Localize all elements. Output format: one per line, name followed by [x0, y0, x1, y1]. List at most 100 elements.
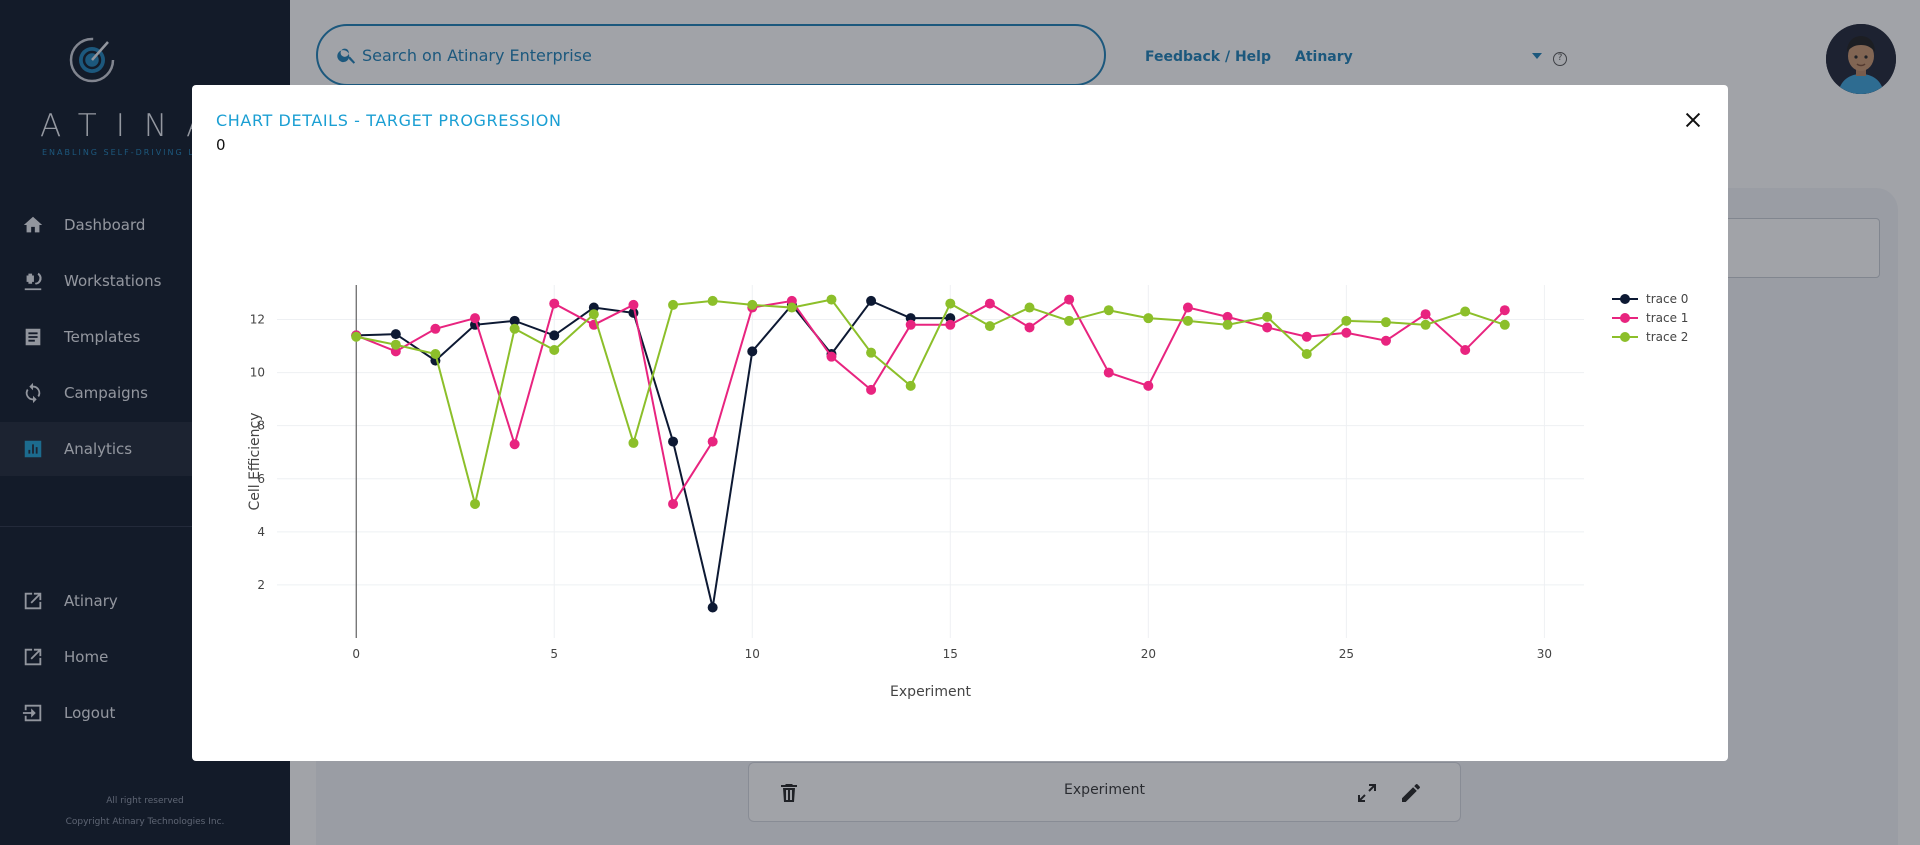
y-tick-label: 12: [250, 313, 265, 327]
data-point: [1182, 315, 1193, 326]
bar-chart-icon: [22, 438, 44, 460]
data-point: [1064, 294, 1075, 305]
data-point: [707, 295, 718, 306]
legend-marker: [1620, 313, 1630, 323]
data-point: [628, 437, 639, 448]
data-point: [1064, 315, 1075, 326]
data-point: [905, 380, 916, 391]
sidebar-item-home[interactable]: Home: [0, 630, 290, 684]
sidebar-item-atinary[interactable]: Atinary: [0, 574, 290, 628]
data-point: [945, 298, 956, 309]
x-tick-label: 25: [1339, 647, 1354, 661]
x-tick-label: 5: [550, 647, 558, 661]
data-point: [549, 345, 560, 356]
close-icon[interactable]: [1682, 109, 1704, 131]
data-point: [1460, 345, 1471, 356]
data-point: [628, 299, 639, 310]
search-icon: [337, 48, 356, 64]
data-point: [1222, 319, 1233, 330]
data-point: [509, 315, 520, 326]
external-link-icon: [22, 590, 44, 612]
refresh-icon: [22, 382, 44, 404]
brand-tagline: ENABLING SELF-DRIVING LABS: [42, 148, 217, 157]
data-point: [430, 349, 441, 360]
data-point: [747, 346, 758, 357]
avatar[interactable]: [1826, 24, 1896, 94]
legend-marker: [1620, 294, 1630, 304]
experiment-card: Experiment: [748, 762, 1461, 822]
sidebar-item-campaigns[interactable]: Campaigns: [0, 366, 290, 420]
x-axis-label: Experiment: [890, 684, 971, 700]
help-icon[interactable]: ?: [1553, 52, 1567, 66]
sidebar-divider: [0, 526, 290, 527]
sidebar-item-logout[interactable]: Logout: [0, 686, 290, 740]
chevron-down-icon[interactable]: [1532, 53, 1542, 59]
edit-icon[interactable]: [1399, 781, 1423, 805]
org-selector[interactable]: Atinary: [1295, 49, 1353, 65]
data-point: [1301, 349, 1312, 360]
data-point: [1182, 302, 1193, 313]
data-point: [1341, 315, 1352, 326]
sidebar-item-label: Templates: [64, 328, 141, 346]
data-point: [1143, 380, 1154, 391]
microscope-icon: [22, 270, 44, 292]
data-point: [984, 321, 995, 332]
x-tick-label: 20: [1141, 647, 1156, 661]
brand-wordmark: ATINA: [40, 108, 227, 144]
sidebar-item-label: Atinary: [64, 592, 118, 610]
data-point: [707, 436, 718, 447]
legend-label: trace 1: [1646, 311, 1688, 325]
data-point: [1262, 322, 1273, 333]
home-icon: [22, 214, 44, 236]
data-point: [509, 439, 520, 450]
sidebar-item-templates[interactable]: Templates: [0, 310, 290, 364]
series-line: [356, 299, 951, 608]
legend-label: trace 0: [1646, 292, 1688, 306]
trash-icon[interactable]: [777, 781, 801, 805]
data-point: [549, 298, 560, 309]
y-axis-label: Cell Efficiency: [247, 412, 263, 510]
data-point: [1262, 311, 1273, 322]
target-progression-chart: 0 5 10 15 20 25 30 2 4 6 8 10 12 Experiment Cell Effic…: [247, 285, 1688, 700]
y-tick-label: 2: [257, 578, 265, 592]
chart-details-modal: 0 5 10 15 20 25 30 2 4 6 8 10 12 Experiment Cell Effic…: [192, 85, 1728, 761]
data-point: [390, 329, 401, 340]
sidebar-item-dashboard[interactable]: Dashboard: [0, 198, 290, 252]
data-point: [984, 298, 995, 309]
series-line: [356, 298, 1506, 505]
data-point: [866, 347, 877, 358]
logout-icon: [22, 702, 44, 724]
data-point: [866, 384, 877, 395]
data-point: [1024, 302, 1035, 313]
y-tick-label: 10: [250, 366, 265, 380]
data-point: [509, 323, 520, 334]
sidebar-item-label: Analytics: [64, 440, 133, 458]
y-tick-label: 8: [257, 419, 265, 433]
data-point: [1103, 367, 1114, 378]
sidebar-item-label: Campaigns: [64, 384, 149, 402]
data-point: [1024, 322, 1035, 333]
data-point: [826, 294, 837, 305]
sidebar-item-label: Home: [64, 648, 109, 666]
x-tick-label: 15: [943, 647, 958, 661]
feedback-help-link[interactable]: Feedback / Help: [1145, 49, 1271, 65]
data-point: [430, 323, 441, 334]
expand-icon[interactable]: [1355, 781, 1379, 805]
data-point: [668, 299, 679, 310]
data-point: [549, 330, 560, 341]
x-tick-label: 30: [1537, 647, 1552, 661]
sidebar-item-label: Dashboard: [64, 216, 146, 234]
sidebar-item-workstations[interactable]: Workstations: [0, 254, 290, 308]
data-point: [470, 313, 481, 324]
data-point: [668, 436, 679, 447]
footer-copyright: Copyright Atinary Technologies Inc.: [65, 817, 225, 827]
atina-logo-icon: [64, 30, 120, 90]
data-point: [351, 331, 362, 342]
data-point: [826, 351, 837, 362]
data-point: [1301, 331, 1312, 342]
y-tick-label: 6: [257, 472, 265, 486]
data-point: [1460, 306, 1471, 317]
data-point: [668, 498, 679, 509]
external-link-icon: [22, 646, 44, 668]
document-icon: [22, 326, 44, 348]
